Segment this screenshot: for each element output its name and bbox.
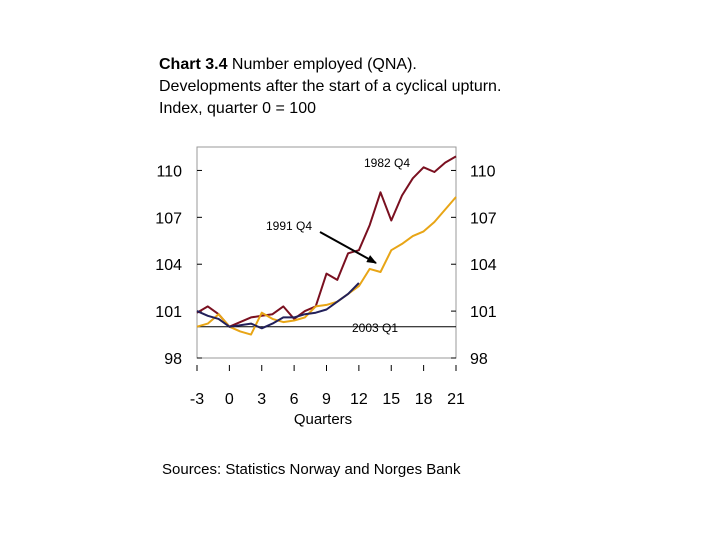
chart-title-bold: Chart 3.4 (159, 56, 228, 73)
x-tick-label: 3 (257, 391, 266, 408)
annotation-1991-arrow (319, 231, 377, 264)
series-line-1991-q4 (196, 196, 457, 336)
y-tick-label-right: 110 (470, 163, 496, 180)
annotation-1991: 1991 Q4 (266, 219, 312, 233)
y-tick-label-right: 107 (470, 210, 497, 227)
series-group (196, 155, 457, 336)
y-tick-label-right: 104 (470, 257, 497, 274)
y-tick-label-left: 98 (164, 351, 182, 368)
x-tick-label: 21 (447, 391, 465, 408)
x-tick-label: 18 (415, 391, 433, 408)
chart-title: Chart 3.4 Number employed (QNA). Develop… (159, 54, 519, 120)
y-tick-label-right: 98 (470, 351, 488, 368)
series-line-2003-q1 (196, 282, 360, 330)
x-tick-label: 15 (382, 391, 400, 408)
y-tick-label-right: 101 (470, 304, 497, 321)
annotation-1982: 1982 Q4 (364, 156, 410, 170)
x-tick-label: 9 (322, 391, 331, 408)
source-note: Sources: Statistics Norway and Norges Ba… (162, 461, 461, 478)
y-tick-label-left: 107 (155, 210, 182, 227)
x-tick-label: 12 (350, 391, 368, 408)
annotation-2003: 2003 Q1 (352, 321, 398, 335)
y-tick-label-left: 104 (155, 257, 182, 274)
x-tick-label: 6 (290, 391, 299, 408)
x-axis-label: Quarters (294, 411, 352, 428)
y-axis-ticks: 98 98 101 101 104 104 107 107 110 110 (155, 163, 497, 368)
y-tick-label-left: 110 (156, 163, 182, 180)
x-axis-ticks: -3 0 3 6 9 12 15 18 21 (190, 365, 465, 408)
x-tick-label: -3 (190, 391, 204, 408)
plot-area (196, 146, 457, 359)
series-line-1982-q4 (196, 155, 457, 328)
chart-title-text: Number employed (QNA). Developments afte… (159, 56, 502, 117)
y-tick-label-left: 101 (155, 304, 182, 321)
x-tick-label: 0 (225, 391, 234, 408)
